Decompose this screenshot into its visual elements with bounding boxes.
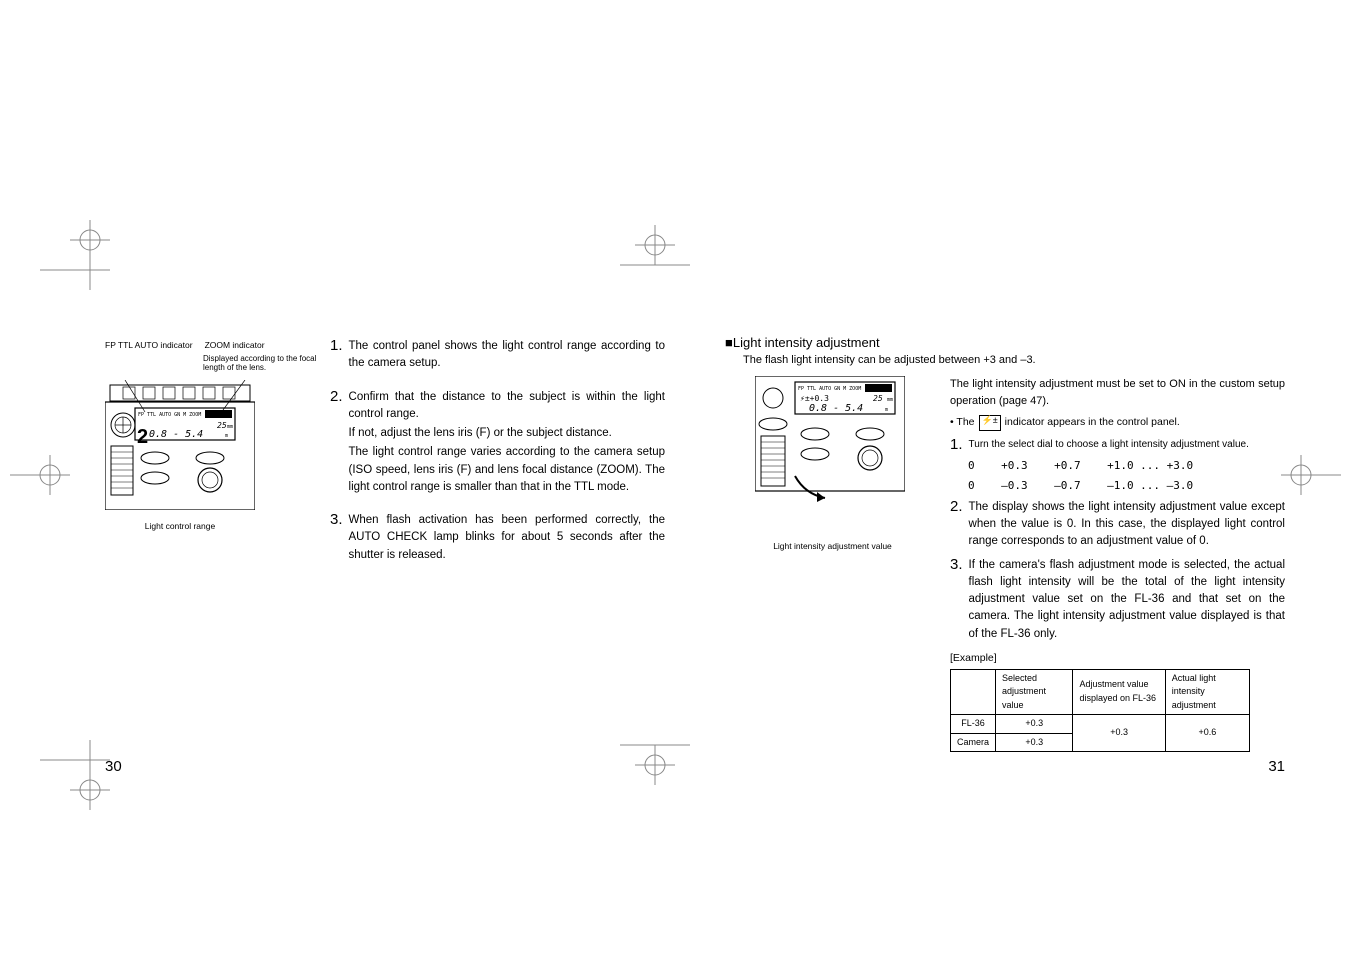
svg-text:m: m <box>225 433 228 439</box>
svg-text:m: m <box>885 407 888 413</box>
svg-text:mm: mm <box>887 397 893 403</box>
section-subtitle: The flash light intensity can be adjuste… <box>743 354 1285 366</box>
step-body: Confirm that the distance to the subject… <box>349 389 665 499</box>
example-label: [Example] <box>950 651 1285 667</box>
page-number: 31 <box>1268 758 1285 775</box>
svg-text:2: 2 <box>137 426 148 448</box>
svg-text:mm: mm <box>227 424 233 430</box>
crop-mark-icon <box>10 455 70 495</box>
svg-text:⚡±+0.3: ⚡±+0.3 <box>800 394 829 403</box>
step-body: When flash activation has been performed… <box>349 512 665 566</box>
table-row: FL-36 +0.3 +0.3 +0.6 <box>951 715 1250 734</box>
diagram-caption: Light intensity adjustment value <box>725 541 940 551</box>
crop-mark-icon <box>1281 455 1341 495</box>
step-body: Turn the select dial to choose a light i… <box>969 437 1285 454</box>
crop-mark-icon <box>40 220 110 290</box>
svg-text:0.8 - 5.4: 0.8 - 5.4 <box>149 429 203 440</box>
step-number: 3. <box>950 557 963 645</box>
svg-text:25: 25 <box>217 421 227 430</box>
crop-mark-icon <box>620 740 690 790</box>
table-row: Selected adjustment value Adjustment val… <box>951 669 1250 715</box>
adjustment-values-pos: 0 +0.3 +0.7 +1.0 ... +3.0 <box>968 458 1285 475</box>
step-body: The control panel shows the light contro… <box>349 338 665 375</box>
step-body: If the camera's flash adjustment mode is… <box>969 557 1285 645</box>
svg-text:FP TTL AUTO GN M ZOOM: FP TTL AUTO GN M ZOOM <box>138 412 201 418</box>
fp-indicator-label: FP TTL AUTO indicator <box>105 340 193 350</box>
step-number: 1. <box>330 338 343 375</box>
example-table: Selected adjustment value Adjustment val… <box>950 669 1250 753</box>
crop-mark-icon <box>40 740 110 810</box>
zoom-indicator-label: ZOOM indicator <box>205 340 265 350</box>
step-number: 3. <box>330 512 343 566</box>
adjustment-values-neg: 0 –0.3 –0.7 –1.0 ... –3.0 <box>968 478 1285 495</box>
svg-text:25: 25 <box>873 394 883 403</box>
flash-device-diagram: FP TTL AUTO GN M ZOOM ⚡±+0.3 25 mm 0.8 -… <box>755 376 905 506</box>
svg-text:0.8 - 5.4: 0.8 - 5.4 <box>809 403 863 414</box>
intro-text: The light intensity adjustment must be s… <box>950 376 1285 409</box>
flash-adjust-icon: ⚡± <box>979 415 1001 431</box>
flash-device-diagram: FP TTL AUTO GN M ZOOM 25 mm 0.8 - 5.4 m … <box>105 380 255 510</box>
page-right: ■Light intensity adjustment The flash li… <box>725 230 1285 730</box>
step-number: 2. <box>330 389 343 499</box>
svg-text:FP TTL AUTO GN M ZOOM: FP TTL AUTO GN M ZOOM <box>798 386 861 392</box>
diagram-caption: Light control range <box>105 521 255 531</box>
page-left: FP TTL AUTO indicator ZOOM indicator Dis… <box>105 230 665 730</box>
zoom-sub-label: Displayed according to the focal length … <box>203 354 320 372</box>
step-body: The display shows the light intensity ad… <box>969 499 1285 553</box>
bullet-item: • The ⚡± indicator appears in the contro… <box>950 415 1285 431</box>
step-number: 1. <box>950 437 963 454</box>
page-number: 30 <box>105 758 122 775</box>
section-title: ■Light intensity adjustment <box>725 335 1285 350</box>
step-number: 2. <box>950 499 963 553</box>
